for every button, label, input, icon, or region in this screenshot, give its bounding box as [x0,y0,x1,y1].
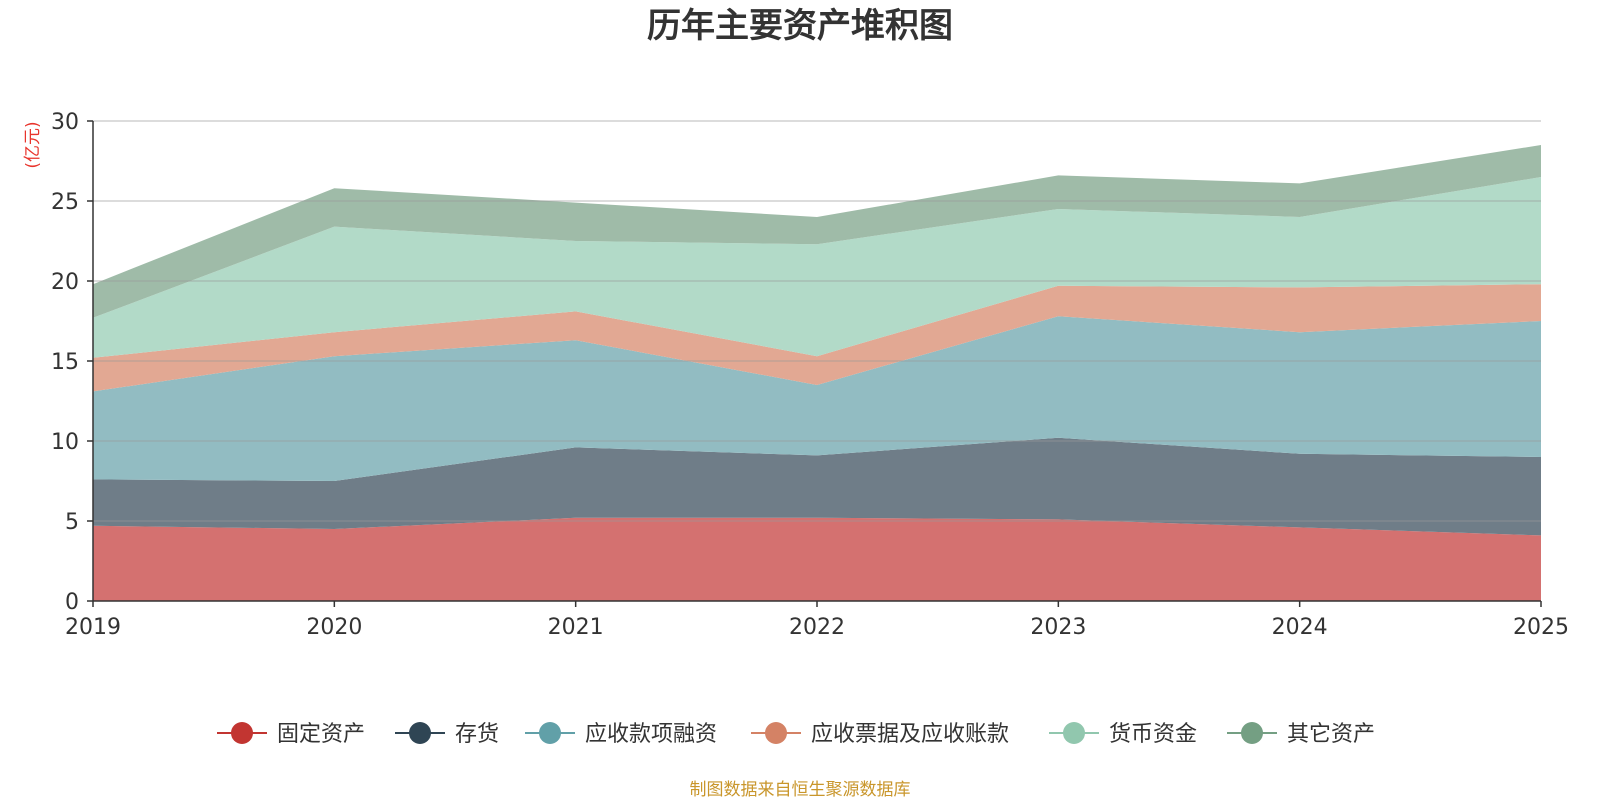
area-series-5 [93,177,1541,358]
area-series-group [93,145,1541,601]
y-tick-label: 5 [65,510,79,535]
area-series-4 [93,284,1541,392]
y-tick-label: 30 [51,110,79,135]
chart-title: 历年主要资产堆积图 [647,6,953,46]
legend-label: 货币资金 [1109,722,1197,747]
legend-label: 存货 [455,722,499,747]
y-tick-label: 0 [65,590,79,615]
legend-marker [1063,722,1085,744]
x-tick-label: 2023 [1030,615,1086,640]
legend-marker [539,722,561,744]
legend-marker [409,722,431,744]
x-tick-label: 2021 [548,615,604,640]
legend-item-4[interactable]: 应收票据及应收账款 [751,722,1009,747]
legend-marker [1241,722,1263,744]
legend-label: 应收款项融资 [585,722,717,747]
legend-label: 其它资产 [1287,722,1375,747]
y-tick-label: 25 [51,190,79,215]
gridlines [93,120,1541,522]
legend-marker [231,722,253,744]
area-series-6 [93,145,1541,318]
legend-item-1[interactable]: 固定资产 [217,722,365,747]
x-tick-label: 2020 [306,615,362,640]
source-note: 制图数据来自恒生聚源数据库 [690,780,911,800]
y-tick-label: 20 [51,270,79,295]
legend-item-6[interactable]: 其它资产 [1227,722,1375,747]
legend-item-2[interactable]: 存货 [395,722,499,747]
area-series-1 [93,517,1541,601]
legend-label: 固定资产 [277,722,365,747]
x-tick-label: 2022 [789,615,845,640]
x-tick-label: 2019 [65,615,121,640]
legend-label: 应收票据及应收账款 [811,722,1009,747]
y-axis-unit-label: (亿元) [23,121,43,168]
area-series-3 [93,316,1541,481]
y-tick-label: 15 [51,350,79,375]
area-series-2 [93,437,1541,536]
legend-item-3[interactable]: 应收款项融资 [525,722,717,747]
y-tick-label: 10 [51,430,79,455]
x-tick-label: 2025 [1513,615,1569,640]
x-tick-label: 2024 [1272,615,1328,640]
legend-marker [765,722,787,744]
legend-item-5[interactable]: 货币资金 [1049,722,1197,747]
legend: 固定资产 存货 应收款项融资 应收票据及应收账款 货币资金 其它资产 [217,722,1375,747]
